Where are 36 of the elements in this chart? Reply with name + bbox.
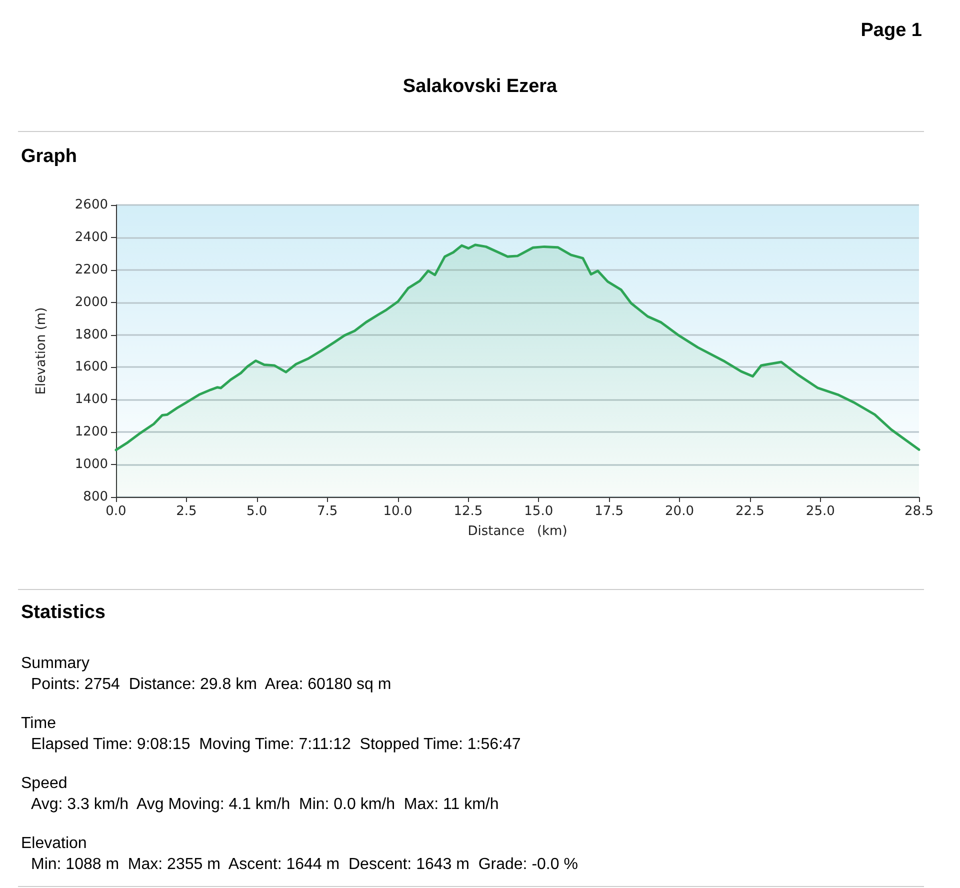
text: Summary [21, 654, 90, 674]
y-axis-title: Elevation (m) [34, 307, 49, 395]
x-tick-label: 5.0 [246, 504, 268, 519]
text: Graph [21, 146, 77, 168]
text: Elapsed Time: 9:08:15 Moving Time: 7:11:12 Stopped Time: 1:56:47 [30, 735, 521, 755]
y-tick-label: 2400 [74, 230, 108, 245]
text: Speed [21, 774, 68, 794]
x-tick-label: 2.5 [176, 504, 197, 519]
text: Points: 2754 Distance: 29.8 km Area: 60180 sq m [30, 675, 392, 695]
text: Elevation [21, 834, 88, 854]
x-tick-label: 20.0 [665, 504, 694, 519]
y-tick-label: 800 [83, 490, 108, 504]
x-tick-label: 22.5 [735, 504, 764, 519]
chart-title: Salakovski Ezera [402, 76, 558, 98]
x-tick-label: 17.5 [594, 504, 624, 519]
x-tick-label: 0.0 [106, 504, 126, 519]
y-tick-label: 2200 [74, 262, 108, 278]
y-tick-label: 1400 [74, 392, 108, 408]
x-tick-label: 15.0 [524, 504, 554, 519]
x-tick-label: 7.5 [316, 504, 338, 519]
y-tick-label: 1200 [74, 424, 108, 440]
x-axis-title: Distance (km) [468, 524, 568, 539]
text: Avg: 3.3 km/h Avg Moving: 4.1 km/h Min: 0.0 km/h Max: 11 km/h [30, 795, 499, 815]
y-tick-label: 1600 [74, 360, 108, 375]
x-tick-label: 25.0 [806, 504, 835, 519]
y-tick-label: 1800 [74, 327, 108, 342]
x-tick-label: 10.0 [383, 504, 412, 519]
text: Statistics [21, 602, 106, 624]
text: Time [21, 714, 57, 734]
y-tick-label: 2600 [74, 198, 108, 212]
y-tick-label: 1000 [74, 457, 108, 472]
y-tick-label: 2000 [74, 294, 108, 310]
x-tick-label: 12.5 [454, 504, 483, 519]
x-tick-label: 28.5 [904, 504, 934, 519]
text: Page 1 [860, 20, 922, 42]
text: Min: 1088 m Max: 2355 m Ascent: 1644 m Descent: 1643 m Grade: -0.0 % [30, 855, 578, 875]
